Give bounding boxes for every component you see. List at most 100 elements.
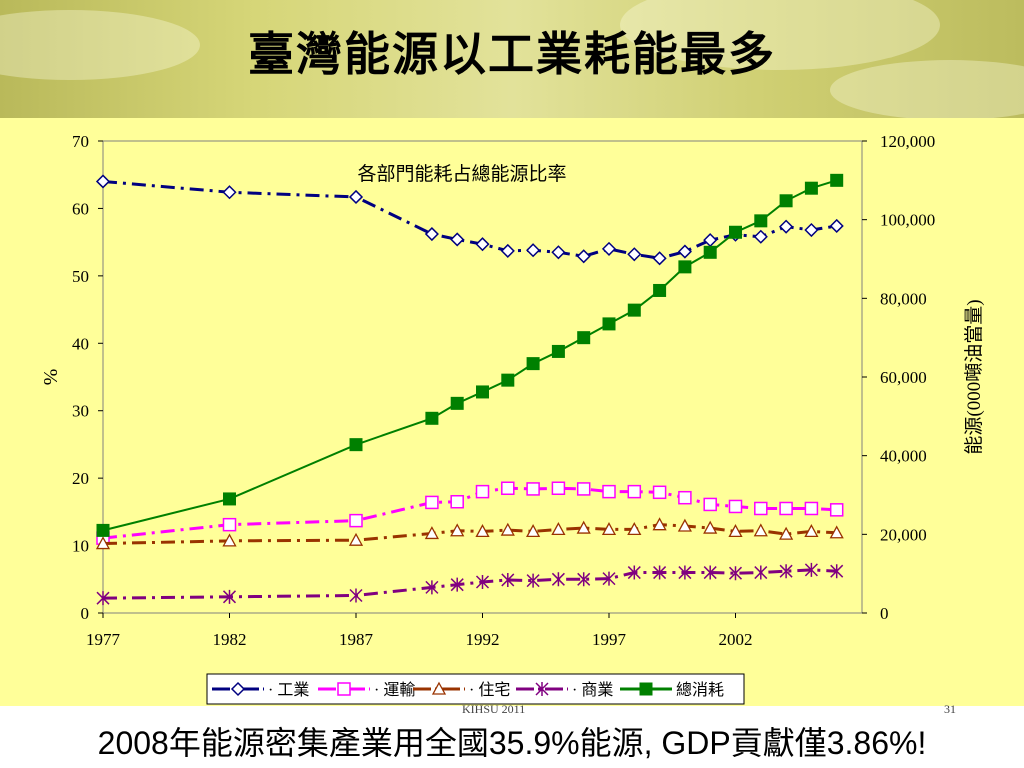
- series-line-industry: [102, 179, 837, 260]
- data-point-total: [804, 181, 818, 195]
- legend-label: 總消耗: [676, 681, 724, 699]
- data-point-residential: [829, 525, 844, 539]
- bottom-note: 2008年能源密集產業用全國35.9%能源, GDP貢獻僅3.86%!: [97, 725, 927, 761]
- data-point-industry: [348, 189, 364, 205]
- data-point-residential: [95, 536, 111, 550]
- legend-marker-residential: [431, 681, 447, 695]
- data-point-total: [830, 173, 844, 187]
- legend-marker-transport: [337, 682, 351, 696]
- data-point-residential: [728, 524, 743, 538]
- data-point-total: [223, 492, 236, 506]
- data-point-residential: [779, 526, 794, 540]
- y-tick-label: 10: [72, 537, 89, 556]
- x-tick-label: 2002: [719, 630, 753, 649]
- banner-decoration: [620, 0, 940, 70]
- y2-tick-label: 100,000: [880, 211, 935, 230]
- y2-tick-label: 40,000: [880, 447, 927, 466]
- x-tick-label: 1997: [592, 630, 627, 649]
- data-point-residential: [652, 517, 667, 531]
- data-point-industry: [424, 226, 439, 242]
- data-point-residential: [475, 524, 490, 538]
- legend-label: · 工業: [268, 681, 309, 699]
- data-point-transport: [450, 494, 464, 509]
- data-point-transport: [576, 482, 591, 496]
- data-point-transport: [703, 497, 717, 512]
- y-tick-label: 0: [81, 604, 90, 623]
- slide-title: 臺灣能源以工業耗能最多: [248, 27, 776, 81]
- data-point-transport: [602, 484, 616, 499]
- y-tick-label: 30: [72, 402, 89, 421]
- data-point-commercial: [501, 572, 515, 587]
- data-point-total: [551, 344, 565, 358]
- series-line-commercial: [102, 568, 837, 600]
- data-point-transport: [526, 482, 540, 496]
- data-point-total: [501, 373, 515, 387]
- data-point-total: [476, 385, 489, 399]
- data-point-residential: [601, 522, 617, 536]
- data-point-commercial: [728, 566, 743, 581]
- data-point-residential: [222, 533, 237, 547]
- data-point-transport: [501, 481, 515, 496]
- data-point-total: [450, 396, 464, 410]
- data-point-residential: [450, 523, 465, 537]
- data-point-industry: [95, 174, 111, 189]
- data-point-industry: [500, 243, 515, 258]
- data-point-commercial: [830, 564, 844, 579]
- data-point-industry: [677, 244, 692, 259]
- data-point-total: [577, 331, 591, 345]
- data-point-commercial: [222, 589, 237, 604]
- data-point-transport: [425, 495, 439, 510]
- data-point-commercial: [627, 565, 641, 580]
- data-point-total: [703, 245, 717, 259]
- data-point-industry: [551, 245, 566, 260]
- y2-tick-label: 80,000: [880, 289, 927, 308]
- data-point-residential: [500, 522, 515, 536]
- title-banner: 臺灣能源以工業耗能最多: [0, 0, 1024, 118]
- legend-label: · 運輸: [374, 681, 415, 699]
- data-point-transport: [829, 503, 844, 517]
- data-point-transport: [754, 501, 768, 516]
- data-point-commercial: [526, 573, 540, 588]
- data-point-total: [754, 214, 768, 228]
- data-point-commercial: [804, 562, 818, 577]
- data-point-residential: [753, 523, 768, 537]
- y2-axis-label: 能源(000噸油當量): [963, 299, 985, 454]
- data-point-residential: [627, 522, 642, 536]
- y-tick-label: 70: [72, 132, 89, 151]
- data-point-commercial: [450, 577, 464, 592]
- line-chart: 0 10 20 30 40 50 60 70 0 20,000 40,000 60,000 80,000…: [39, 132, 985, 705]
- data-point-commercial: [96, 591, 110, 606]
- data-point-industry: [601, 241, 617, 256]
- data-point-total: [602, 317, 616, 331]
- data-point-total: [349, 438, 363, 452]
- data-point-residential: [424, 526, 439, 540]
- y2-tick-label: 60,000: [880, 368, 927, 387]
- data-point-residential: [526, 524, 541, 538]
- data-point-total: [425, 411, 439, 425]
- data-point-industry: [222, 185, 237, 200]
- banner-decoration: [0, 10, 200, 80]
- data-point-industry: [829, 218, 844, 234]
- x-tick-label: 1987: [339, 630, 374, 649]
- chart-title: 各部門能耗占總能源比率: [357, 163, 566, 185]
- data-point-residential: [551, 522, 566, 536]
- data-point-transport: [804, 501, 819, 516]
- data-point-industry: [652, 251, 667, 266]
- data-point-commercial: [754, 565, 768, 580]
- data-point-industry: [804, 222, 819, 238]
- data-point-commercial: [349, 588, 363, 603]
- data-point-total: [729, 225, 742, 239]
- legend-marker-total: [639, 682, 653, 696]
- data-point-industry: [779, 219, 794, 234]
- data-point-transport: [349, 513, 363, 528]
- data-point-total: [627, 303, 641, 317]
- data-point-total: [96, 523, 110, 537]
- plot-area: [102, 140, 863, 614]
- legend-label: · 住宅: [469, 681, 510, 699]
- data-point-industry: [703, 233, 718, 248]
- data-point-commercial: [703, 565, 717, 580]
- data-point-transport: [652, 485, 667, 500]
- data-point-commercial: [779, 564, 793, 579]
- page-number: 31: [944, 702, 956, 716]
- x-tick-label: 1992: [466, 630, 500, 649]
